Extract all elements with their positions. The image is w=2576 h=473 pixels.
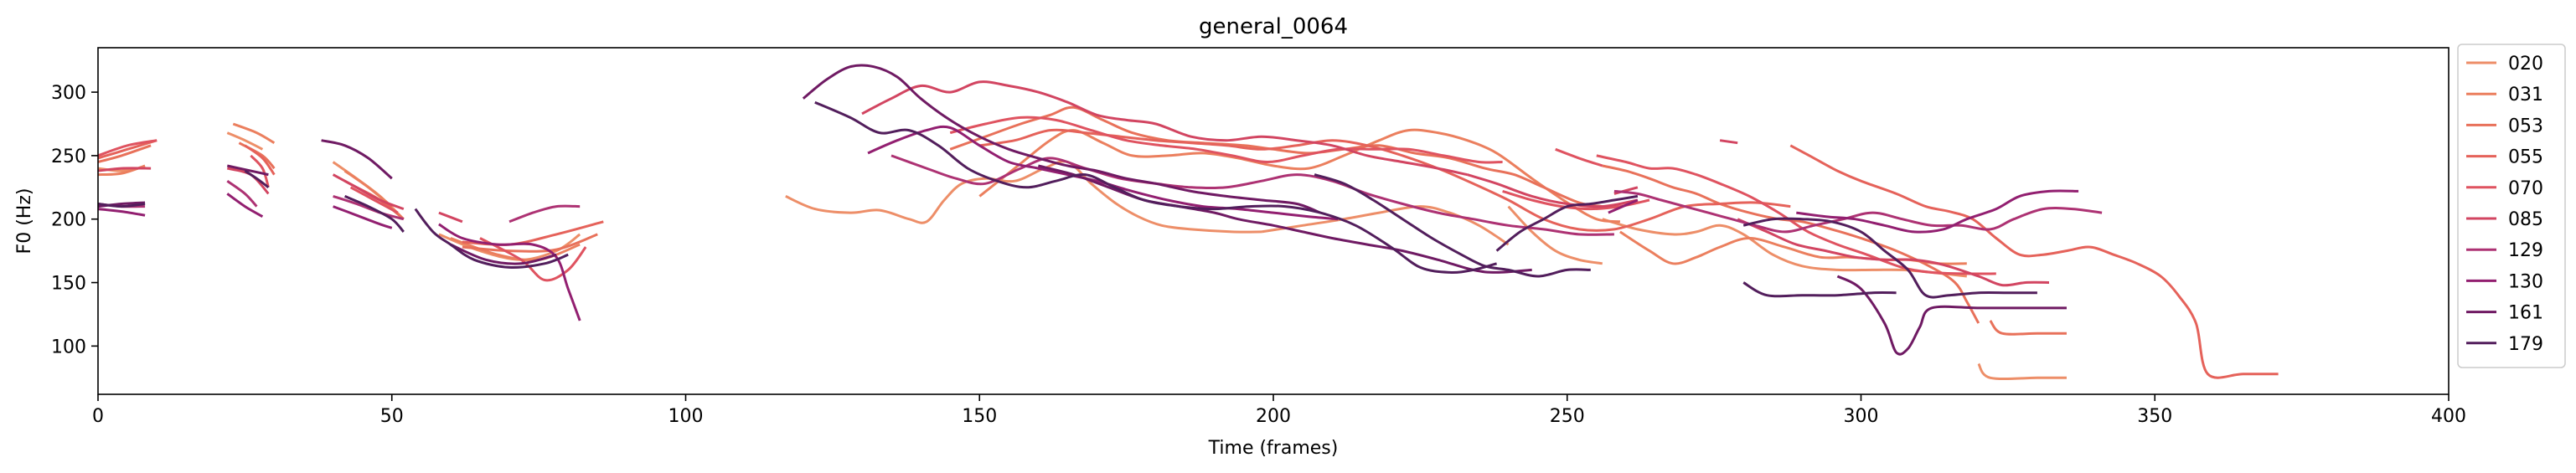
legend-label: 085 (2508, 209, 2543, 230)
legend-label: 053 (2508, 116, 2543, 136)
legend-label: 070 (2508, 178, 2543, 199)
series-line (333, 194, 405, 221)
series-line (450, 243, 557, 265)
series-020 (98, 131, 2067, 381)
series-line (1742, 281, 1897, 298)
x-tick-label: 250 (1550, 406, 1585, 427)
series-085 (98, 80, 2050, 287)
series-line (98, 144, 152, 163)
legend: 020 031 053 055 070 085 129 130 161 179 (2457, 44, 2566, 368)
plot-area-frame (97, 47, 2450, 395)
y-tick-label: 200 (51, 210, 86, 231)
series-line (1261, 205, 1510, 246)
series-line (333, 205, 393, 229)
legend-label: 031 (2508, 85, 2543, 105)
series-line (891, 154, 1614, 236)
series-line (1719, 139, 1738, 145)
series-line (414, 208, 569, 270)
series-line (1742, 217, 2037, 299)
series-line (1989, 319, 2067, 336)
series-line (785, 160, 1262, 234)
series-line (98, 139, 157, 160)
series-line (349, 186, 399, 214)
series-line (1314, 173, 1591, 278)
series-line (1789, 144, 2279, 379)
series-179 (98, 100, 2037, 299)
legend-label: 161 (2508, 303, 2543, 324)
series-line (1495, 194, 1639, 252)
series-line (226, 164, 269, 177)
series-line (226, 179, 258, 208)
series-line (1796, 189, 2079, 234)
legend-label: 020 (2508, 54, 2543, 75)
series-line (949, 116, 1503, 164)
y-tick-label: 100 (51, 337, 86, 357)
axis-ticks: 0 50 100 150 200 250 300 350 400 100 150 200 250 300 (51, 83, 2466, 427)
series-line (232, 122, 276, 145)
series-031 (98, 122, 1967, 265)
series-line (438, 211, 463, 224)
y-tick-label: 150 (51, 274, 86, 295)
chart-title: general_0064 (1199, 14, 1348, 39)
series-line (802, 64, 1321, 214)
x-tick-label: 150 (962, 406, 997, 427)
series-line (98, 201, 146, 208)
series-line (1613, 189, 2103, 234)
x-tick-label: 400 (2431, 406, 2466, 427)
series-line (861, 80, 1468, 177)
x-tick-label: 200 (1256, 406, 1291, 427)
series-line (98, 208, 146, 217)
series-line (508, 204, 581, 224)
series-line (238, 141, 276, 170)
series-line (321, 139, 393, 180)
x-tick-label: 0 (92, 406, 104, 427)
legend-label: 129 (2508, 240, 2543, 261)
series-line (1038, 164, 1532, 274)
y-tick-label: 250 (51, 147, 86, 167)
series-line (1596, 154, 1996, 275)
series-line (98, 203, 146, 208)
series-line (1836, 275, 2067, 356)
series-line (332, 173, 405, 211)
series-line (438, 223, 581, 321)
series-line (1602, 164, 1980, 324)
x-tick-label: 100 (669, 406, 704, 427)
series-130 (98, 125, 2079, 321)
series-line (1977, 362, 2067, 381)
series-line (1737, 218, 2050, 287)
series-line (1467, 173, 1639, 208)
x-tick-label: 50 (380, 406, 404, 427)
series-line (1608, 198, 1639, 214)
series-line (1555, 147, 1603, 167)
legend-label: 055 (2508, 147, 2543, 168)
series-layer (98, 64, 2279, 381)
series-line (814, 100, 1498, 274)
series-line (462, 233, 598, 253)
series-line (479, 237, 587, 282)
series-055 (98, 128, 2279, 379)
series-line (226, 131, 264, 151)
legend-label: 130 (2508, 271, 2543, 292)
series-line (1602, 218, 1967, 278)
series-line (250, 154, 270, 188)
series-line (98, 139, 157, 157)
series-line (343, 195, 405, 233)
y-axis-label: F0 (Hz) (14, 188, 35, 254)
series-line (244, 144, 276, 176)
series-line (244, 169, 270, 188)
series-129 (98, 154, 2103, 236)
x-tick-label: 300 (1844, 406, 1879, 427)
series-line (98, 167, 152, 172)
x-axis-label: Time (frames) (1208, 438, 1339, 459)
series-070 (98, 116, 1996, 282)
y-tick-label: 300 (51, 83, 86, 104)
legend-label: 179 (2508, 334, 2543, 355)
series-line (1613, 186, 1639, 195)
x-tick-label: 350 (2137, 406, 2172, 427)
series-line (1507, 205, 1603, 265)
series-line (226, 193, 264, 219)
